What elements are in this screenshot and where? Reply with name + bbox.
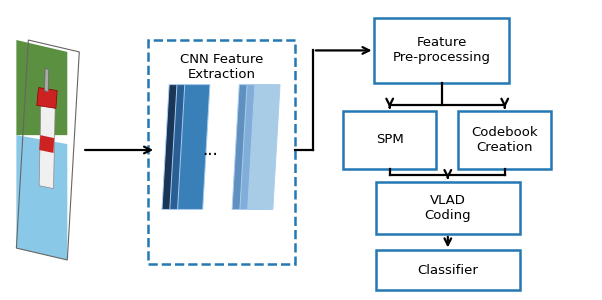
Bar: [343, 111, 436, 169]
Polygon shape: [39, 97, 55, 189]
Bar: [458, 111, 551, 169]
Polygon shape: [170, 85, 202, 209]
Polygon shape: [16, 40, 67, 135]
Bar: [376, 182, 520, 234]
Polygon shape: [45, 68, 49, 92]
Bar: [374, 18, 509, 83]
Text: ...: ...: [202, 141, 218, 159]
Polygon shape: [247, 85, 280, 209]
Polygon shape: [178, 85, 210, 209]
Text: Feature
Pre-processing: Feature Pre-processing: [393, 36, 491, 64]
Polygon shape: [37, 88, 57, 108]
Polygon shape: [16, 135, 67, 260]
Polygon shape: [232, 85, 264, 209]
Text: VLAD
Coding: VLAD Coding: [424, 194, 471, 222]
Polygon shape: [162, 85, 194, 209]
Polygon shape: [39, 135, 54, 153]
Text: CNN Feature
Extraction: CNN Feature Extraction: [180, 53, 264, 81]
Text: Codebook
Creation: Codebook Creation: [471, 126, 538, 154]
Text: SPM: SPM: [376, 133, 403, 146]
Text: Classifier: Classifier: [417, 264, 478, 277]
Bar: [376, 250, 520, 290]
Bar: [148, 40, 295, 264]
Polygon shape: [240, 85, 272, 209]
